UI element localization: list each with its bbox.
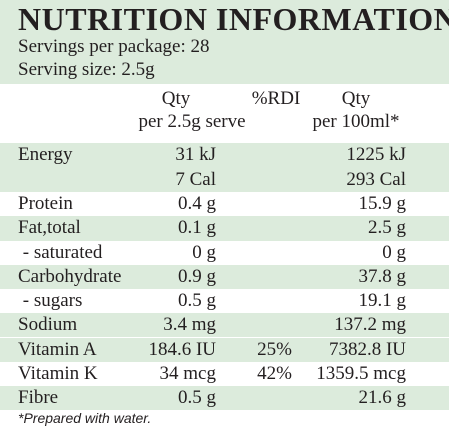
- header-qty-sub: per 2.5g serve: [138, 111, 246, 132]
- row-shading: [0, 265, 449, 289]
- nutrient-label: Fat,total: [18, 217, 81, 238]
- nutrient-label: Vitamin A: [18, 339, 97, 360]
- nutrient-qty-per-100ml: 2.5 g: [368, 217, 406, 238]
- nutrient-qty-per-100ml: 0 g: [382, 242, 406, 263]
- header-qty: Qty: [161, 88, 191, 109]
- nutrient-qty-per-100ml: 137.2 mg: [334, 314, 406, 335]
- panel-title: NUTRITION INFORMATION: [18, 1, 449, 37]
- nutrient-qty-per-serve: 7 Cal: [175, 169, 216, 190]
- row-shading: [0, 338, 449, 362]
- footnote: *Prepared with water.: [18, 410, 152, 426]
- nutrient-label: Energy: [18, 144, 73, 165]
- header-per100: Qty: [341, 88, 371, 109]
- nutrient-qty-per-100ml: 1225 kJ: [346, 144, 406, 165]
- nutrient-qty-per-serve: 184.6 IU: [148, 339, 216, 360]
- row-shading: [0, 386, 449, 410]
- nutrient-qty-per-serve: 0.1 g: [178, 217, 216, 238]
- nutrient-qty-per-100ml: 21.6 g: [358, 387, 407, 408]
- nutrient-rdi: 25%: [257, 339, 292, 360]
- nutrient-qty-per-serve: 0.5 g: [178, 387, 216, 408]
- nutrient-rdi: 42%: [257, 363, 292, 384]
- header-per100-sub: per 100ml*: [312, 111, 400, 132]
- serving-size: Serving size: 2.5g: [18, 59, 155, 80]
- nutrient-label: Vitamin K: [18, 363, 98, 384]
- nutrient-label: Protein: [18, 193, 73, 214]
- nutrient-label: Fibre: [18, 387, 59, 408]
- row-shading: [0, 143, 449, 192]
- nutrient-qty-per-serve: 3.4 mg: [163, 314, 216, 335]
- title-band: [0, 0, 449, 84]
- row-shading: [0, 216, 449, 241]
- nutrient-qty-per-serve: 31 kJ: [175, 144, 216, 165]
- servings-per-package: Servings per package: 28: [18, 36, 210, 57]
- nutrient-qty-per-serve: 0.4 g: [178, 193, 216, 214]
- nutrient-qty-per-100ml: 37.8 g: [358, 266, 407, 287]
- nutrient-qty-per-100ml: 7382.8 IU: [328, 339, 406, 360]
- nutrient-label: Sodium: [18, 314, 78, 335]
- nutrient-qty-per-100ml: 15.9 g: [358, 193, 407, 214]
- nutrient-label: Carbohydrate: [18, 266, 122, 287]
- nutrient-label: - saturated: [18, 242, 103, 263]
- nutrient-qty-per-100ml: 19.1 g: [358, 290, 407, 311]
- nutrient-qty-per-serve: 0.5 g: [178, 290, 216, 311]
- nutrient-qty-per-100ml: 293 Cal: [346, 169, 406, 190]
- nutrient-qty-per-serve: 0.9 g: [178, 266, 216, 287]
- nutrient-qty-per-serve: 0 g: [192, 242, 216, 263]
- header-rdi: %RDI: [251, 88, 301, 109]
- row-shading: [0, 313, 449, 337]
- nutrient-label: - sugars: [18, 290, 83, 311]
- nutrient-qty-per-serve: 34 mcg: [159, 363, 216, 384]
- nutrient-qty-per-100ml: 1359.5 mcg: [316, 363, 406, 384]
